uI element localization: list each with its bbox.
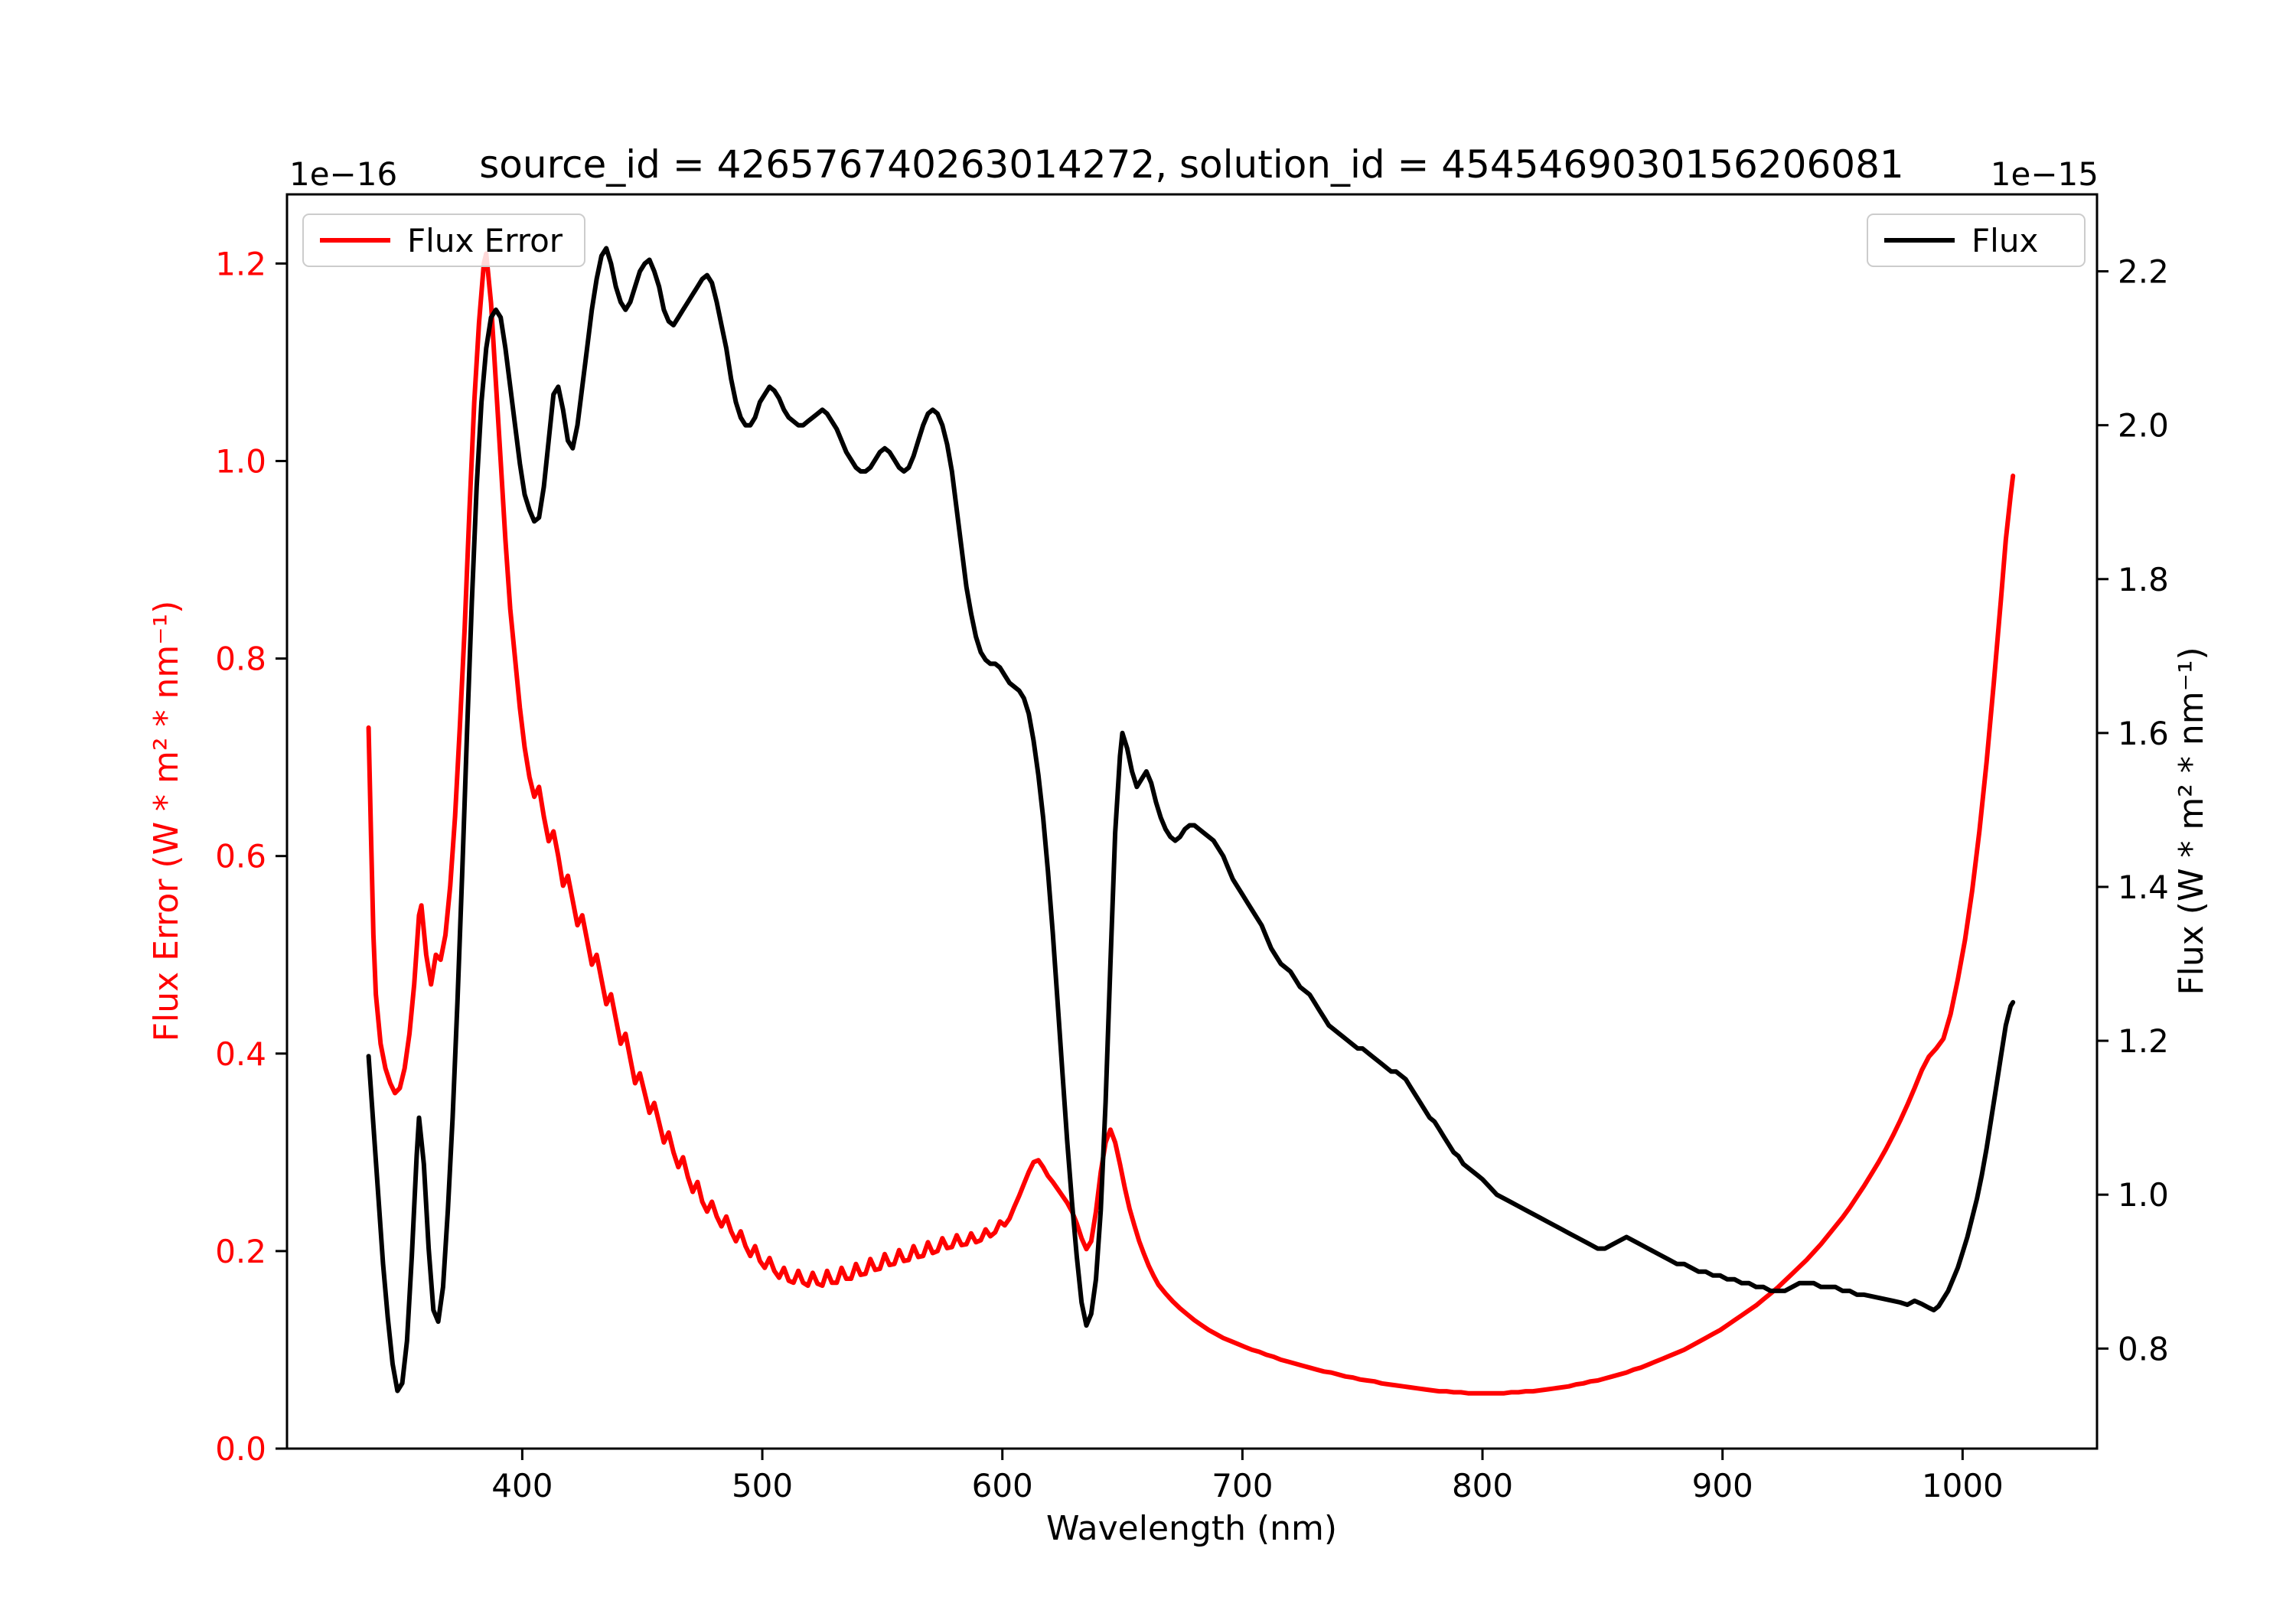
left-axis-offset-text: 1e−16: [289, 155, 397, 193]
left-tick-label: 0.4: [215, 1035, 266, 1073]
right-tick-label: 1.6: [2118, 715, 2169, 752]
x-tick-label: 700: [1212, 1467, 1273, 1504]
x-axis-label: Wavelength (nm): [1046, 1509, 1337, 1548]
right-axis-offset-text: 1e−15: [1991, 155, 2099, 193]
left-tick-label: 0.0: [215, 1430, 266, 1468]
x-tick-label: 500: [732, 1467, 793, 1504]
right-tick-label: 2.0: [2118, 407, 2169, 445]
x-tick-label: 1000: [1922, 1467, 2004, 1504]
left-y-axis-label: Flux Error (W * m² * nm⁻¹): [147, 601, 186, 1042]
left-tick-label: 0.6: [215, 838, 266, 875]
legend-flux: Flux: [1867, 214, 2086, 267]
left-tick-label: 1.0: [215, 442, 266, 480]
legend-flux-error-box: [302, 214, 585, 267]
left-tick-label: 1.2: [215, 245, 266, 282]
series-layer: [366, 246, 2016, 1396]
right-tick-label: 2.2: [2118, 253, 2169, 291]
left-tick-label: 0.2: [215, 1233, 266, 1270]
x-tick-label: 900: [1692, 1467, 1753, 1504]
legend-flux-error: Flux Error: [302, 214, 585, 267]
legend-flux-box: [1867, 214, 2086, 267]
chart-title: source_id = 426576740263014272, solution…: [479, 142, 1903, 187]
left-y-axis-ticks: 0.0 0.2 0.4 0.6 0.8 1.0 1.2: [215, 245, 287, 1468]
x-tick-label: 800: [1452, 1467, 1513, 1504]
right-tick-label: 1.8: [2118, 561, 2169, 598]
flux-error-line: [366, 251, 2016, 1396]
plot-border: [285, 193, 2099, 1450]
right-tick-label: 0.8: [2118, 1330, 2169, 1367]
left-tick-label: 0.8: [215, 641, 266, 678]
x-axis-ticks: 400 500 600 700 800 900 1000: [491, 1449, 2004, 1504]
right-tick-label: 1.2: [2118, 1022, 2169, 1060]
right-tick-label: 1.4: [2118, 869, 2169, 906]
right-y-axis-ticks: 0.8 1.0 1.2 1.4 1.6 1.8 2.0 2.2: [2097, 253, 2169, 1367]
x-tick-label: 400: [491, 1467, 553, 1504]
legend-label-flux-error: Flux Error: [407, 222, 563, 259]
legend-label-flux: Flux: [1971, 222, 2038, 259]
right-tick-label: 1.0: [2118, 1176, 2169, 1214]
x-tick-label: 600: [972, 1467, 1033, 1504]
right-y-axis-label: Flux (W * m² * nm⁻¹): [2172, 647, 2211, 995]
flux-line: [366, 246, 2016, 1393]
